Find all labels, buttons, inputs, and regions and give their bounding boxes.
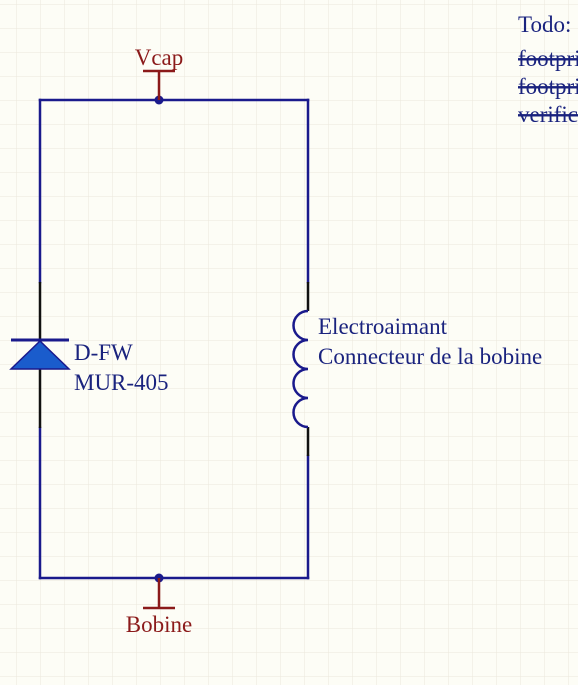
net-label-vcap: Vcap bbox=[135, 45, 184, 70]
diode-value: MUR-405 bbox=[74, 370, 169, 395]
power-port-vcap[interactable] bbox=[143, 69, 175, 100]
todo-title: Todo: bbox=[518, 12, 571, 37]
inductor-designator: Electroaimant bbox=[318, 314, 448, 339]
diode-symbol[interactable] bbox=[9, 282, 71, 428]
diode-designator: D-FW bbox=[74, 340, 133, 365]
inductor-symbol[interactable] bbox=[292, 282, 310, 456]
inductor-description: Connecteur de la bobine bbox=[318, 344, 542, 369]
net-label-bobine: Bobine bbox=[126, 612, 192, 637]
todo-note: Todo: footprint footprint verification bbox=[518, 12, 578, 127]
power-port-bobine[interactable] bbox=[143, 578, 175, 610]
wires bbox=[38, 98, 310, 580]
